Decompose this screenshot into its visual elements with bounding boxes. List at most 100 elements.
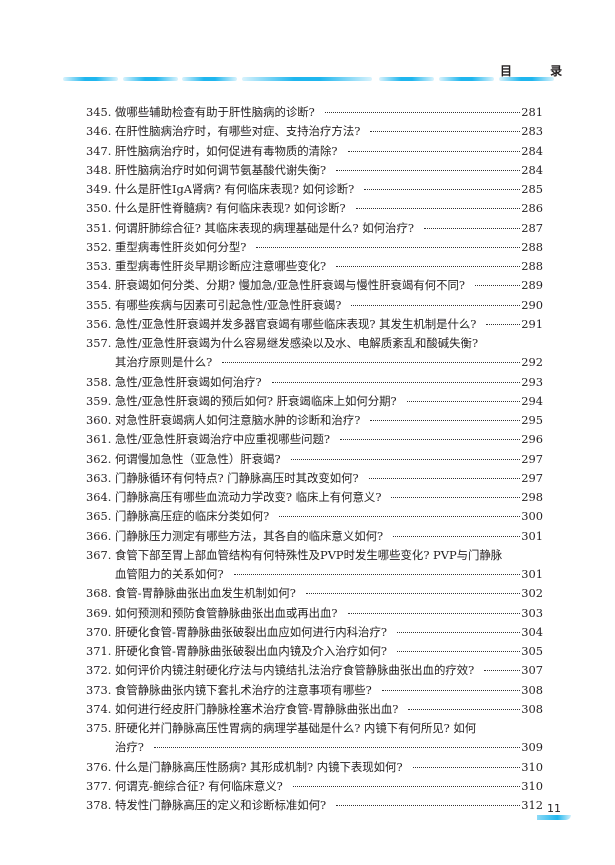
toc-entry[interactable]: 360. 对急性肝衰竭病人如何注意脑水肿的诊断和治疗? 295 <box>86 412 543 431</box>
toc-entry[interactable]: 366. 门静脉压力测定有哪些方法，其各自的临床意义如何? 301 <box>86 528 543 547</box>
toc-line: 345. 做哪些辅助检查有助于肝性脑病的诊断? 281 <box>86 104 543 123</box>
entry-page[interactable]: 287 <box>521 220 543 235</box>
entry-page[interactable]: 296 <box>521 432 543 447</box>
entry-page[interactable]: 284 <box>521 162 543 177</box>
toc-entry[interactable]: 350. 什么是肝性脊髓病? 有何临床表现? 如何诊断? 286 <box>86 200 543 219</box>
toc-entry[interactable]: 354. 肝衰竭如何分类、分期? 慢加急/亚急性肝衰竭与慢性肝衰竭有何不同? 289 <box>86 277 543 296</box>
entry-title: 什么是门静脉高压性肠病? 其形成机制? 内镜下表现如何? <box>115 759 403 774</box>
entry-page[interactable]: 290 <box>521 297 543 312</box>
entry-page[interactable]: 312 <box>521 798 543 812</box>
toc-entry[interactable]: 359. 急性/亚急性肝衰竭的预后如何? 肝衰竭临床上如何分期? 294 <box>86 393 543 412</box>
entry-page[interactable]: 291 <box>521 316 543 331</box>
entry-title: 重型病毒性肝炎如何分型? <box>115 239 247 254</box>
entry-number: 378. <box>86 798 112 812</box>
toc-entry[interactable]: 374. 如何进行经皮肝门静脉栓塞术治疗食管-胃静脉曲张出血? 308 <box>86 701 543 720</box>
entry-number: 347. <box>86 143 112 158</box>
entry-page[interactable]: 304 <box>521 624 543 639</box>
entry-page[interactable]: 302 <box>521 586 543 601</box>
toc-entry[interactable]: 375. 肝硬化并门静脉高压性胃病的病理学基础是什么? 内镜下有何所见? 如何 治疗… <box>86 720 543 759</box>
entry-page[interactable]: 303 <box>521 605 543 620</box>
entry-number: 375. <box>86 721 112 735</box>
entry-page[interactable]: 301 <box>521 528 543 543</box>
entry-number: 373. <box>86 682 112 697</box>
leader-dots <box>279 516 521 518</box>
toc-entry[interactable]: 355. 有哪些疾病与因素可引起急性/亚急性肝衰竭? 290 <box>86 297 543 316</box>
entry-title: 治疗? <box>115 740 144 755</box>
entry-page[interactable]: 297 <box>521 470 543 485</box>
toc-entry[interactable]: 349. 什么是肝性IgA肾病? 有何临床表现? 如何诊断? 285 <box>86 181 543 200</box>
toc-entry[interactable]: 369. 如何预测和预防食管静脉曲张出血或再出血? 303 <box>86 605 543 624</box>
toc-line: 369. 如何预测和预防食管静脉曲张出血或再出血? 303 <box>86 605 543 624</box>
entry-page[interactable]: 286 <box>521 201 543 216</box>
entry-page[interactable]: 292 <box>521 355 543 370</box>
entry-title: 肝性脑病治疗时，如何促进有毒物质的清除? <box>115 143 338 158</box>
entry-title: 食管下部至胃上部血管结构有何特殊性及PVP时发生哪些变化? PVP与门静脉 <box>115 547 503 562</box>
toc-line: 347. 肝性脑病治疗时，如何促进有毒物质的清除? 284 <box>86 143 543 162</box>
toc-entry[interactable]: 377. 何谓克-鲍综合征? 有何临床意义? 310 <box>86 778 543 797</box>
entry-title: 肝衰竭如何分类、分期? 慢加急/亚急性肝衰竭与慢性肝衰竭有何不同? <box>115 278 466 293</box>
page-number: 11 <box>547 802 561 815</box>
entry-page[interactable]: 297 <box>521 451 543 466</box>
toc-entry[interactable]: 345. 做哪些辅助检查有助于肝性脑病的诊断? 281 <box>86 104 543 123</box>
toc-entry[interactable]: 351. 何谓肝肺综合征? 其临床表现的病理基础是什么? 如何治疗? 287 <box>86 220 543 239</box>
leader-dots <box>305 593 521 595</box>
toc-line: 372. 如何评价内镜注射硬化疗法与内镜结扎法治疗食管静脉曲张出血的疗效? 307 <box>86 662 543 681</box>
entry-title: 肝硬化并门静脉高压性胃病的病理学基础是什么? 内镜下有何所见? 如何 <box>115 721 477 735</box>
entry-page[interactable]: 310 <box>521 778 543 793</box>
leader-dots <box>292 785 521 787</box>
toc-entry[interactable]: 378. 特发性门静脉高压的定义和诊断标准如何? 312 <box>86 797 543 816</box>
entry-page[interactable]: 298 <box>521 490 543 504</box>
toc-entry[interactable]: 356. 急性/亚急性肝衰竭并发多器官衰竭有哪些临床表现? 其发生机制是什么? 29… <box>86 316 543 335</box>
toc-entry[interactable]: 358. 急性/亚急性肝衰竭如何治疗? 293 <box>86 374 543 393</box>
entry-page[interactable]: 305 <box>521 644 543 658</box>
leader-dots <box>222 362 521 364</box>
entry-page[interactable]: 288 <box>521 239 543 254</box>
entry-page[interactable]: 294 <box>521 393 543 408</box>
leader-dots <box>368 477 521 479</box>
toc-line: 367. 食管下部至胃上部血管结构有何特殊性及PVP时发生哪些变化? PVP与门静… <box>86 547 543 566</box>
entry-page[interactable]: 300 <box>521 509 543 524</box>
leader-dots <box>355 208 521 210</box>
entry-page[interactable]: 310 <box>521 759 543 774</box>
toc-entry[interactable]: 348. 肝性脑病治疗时如何调节氨基酸代谢失衡? 284 <box>86 162 543 181</box>
entry-page[interactable]: 288 <box>521 259 543 273</box>
entry-title: 其治疗原则是什么? <box>115 355 213 370</box>
toc-entry[interactable]: 367. 食管下部至胃上部血管结构有何特殊性及PVP时发生哪些变化? PVP与门静… <box>86 547 543 586</box>
toc-entry[interactable]: 361. 急性/亚急性肝衰竭治疗中应重视哪些问题? 296 <box>86 431 543 450</box>
toc-entry[interactable]: 347. 肝性脑病治疗时，如何促进有毒物质的清除? 284 <box>86 143 543 162</box>
entry-page[interactable]: 301 <box>521 567 543 581</box>
entry-page[interactable]: 285 <box>521 182 543 196</box>
toc-line: 362. 何谓慢加急性（亚急性）肝衰竭? 297 <box>86 451 543 470</box>
toc-entry[interactable]: 372. 如何评价内镜注射硬化疗法与内镜结扎法治疗食管静脉曲张出血的疗效? 307 <box>86 662 543 681</box>
entry-page[interactable]: 283 <box>521 124 543 139</box>
toc-entry[interactable]: 368. 食管-胃静脉曲张出血发生机制如何? 302 <box>86 585 543 604</box>
toc-entry[interactable]: 364. 门静脉高压有哪些血流动力学改变? 临床上有何意义? 298 <box>86 489 543 508</box>
entry-page[interactable]: 295 <box>521 413 543 427</box>
toc-entry[interactable]: 370. 肝硬化食管-胃静脉曲张破裂出血应如何进行内科治疗? 304 <box>86 624 543 643</box>
toc-line: 375. 肝硬化并门静脉高压性胃病的病理学基础是什么? 内镜下有何所见? 如何 <box>86 720 543 739</box>
entry-page[interactable]: 308 <box>521 701 543 716</box>
toc-entry[interactable]: 346. 在肝性脑病治疗时，有哪些对症、支持治疗方法? 283 <box>86 123 543 142</box>
toc-entry[interactable]: 357. 急性/亚急性肝衰竭为什么容易继发感染以及水、电解质紊乱和酸碱失衡? 其治疗… <box>86 335 543 374</box>
entry-title: 食管-胃静脉曲张出血发生机制如何? <box>115 586 296 601</box>
toc-entry[interactable]: 362. 何谓慢加急性（亚急性）肝衰竭? 297 <box>86 451 543 470</box>
entry-page[interactable]: 284 <box>521 143 543 158</box>
toc-entry[interactable]: 373. 食管静脉曲张内镜下套扎术治疗的注意事项有哪些? 308 <box>86 682 543 701</box>
entry-title: 急性/亚急性肝衰竭的预后如何? 肝衰竭临床上如何分期? <box>115 393 397 408</box>
entry-page[interactable]: 308 <box>521 682 543 697</box>
toc-entry[interactable]: 371. 肝硬化食管-胃静脉曲张破裂出血内镜及介入治疗如何? 305 <box>86 643 543 662</box>
toc-line: 361. 急性/亚急性肝衰竭治疗中应重视哪些问题? 296 <box>86 431 543 450</box>
entry-page[interactable]: 307 <box>521 663 543 678</box>
toc-entry[interactable]: 352. 重型病毒性肝炎如何分型? 288 <box>86 239 543 258</box>
entry-page[interactable]: 289 <box>521 278 543 293</box>
toc-entry[interactable]: 363. 门静脉循环有何特点? 门静脉高压时其改变如何? 297 <box>86 470 543 489</box>
toc-entry[interactable]: 365. 门静脉高压症的临床分类如何? 300 <box>86 508 543 527</box>
entry-page[interactable]: 309 <box>521 740 543 755</box>
toc-entry[interactable]: 376. 什么是门静脉高压性肠病? 其形成机制? 内镜下表现如何? 310 <box>86 759 543 778</box>
toc-entry[interactable]: 353. 重型病毒性肝炎早期诊断应注意哪些变化? 288 <box>86 258 543 277</box>
entry-page[interactable]: 281 <box>521 105 543 119</box>
toc-line: 378. 特发性门静脉高压的定义和诊断标准如何? 312 <box>86 797 543 816</box>
entry-page[interactable]: 293 <box>521 374 543 389</box>
entry-number: 353. <box>86 259 112 273</box>
toc-line: 363. 门静脉循环有何特点? 门静脉高压时其改变如何? 297 <box>86 470 543 489</box>
